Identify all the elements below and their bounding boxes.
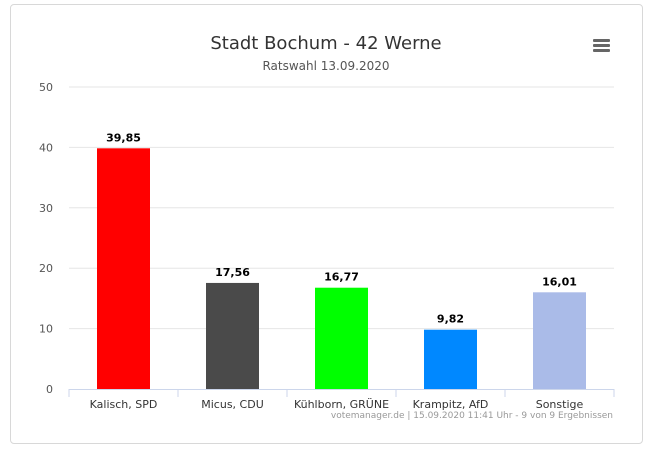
x-axis: Kalisch, SPD Micus, CDU Kühlborn, GRÜNE Kra… [68,389,615,411]
y-tick-label: 10 [39,323,53,336]
chart-subtitle: Ratswahl 13.09.2020 [262,59,389,73]
x-category-label: Kalisch, SPD [90,398,158,411]
x-category-label: Krampitz, AfD [413,398,489,411]
bar[interactable] [206,282,259,389]
x-category-label: Sonstige [536,398,584,411]
data-label: 9,82 [437,313,464,326]
data-label: 16,01 [542,275,577,288]
bar[interactable] [97,148,150,389]
data-label: 17,56 [215,266,250,279]
data-label: 16,77 [324,271,359,284]
bar[interactable] [424,329,477,389]
chart-title: Stadt Bochum - 42 Werne [210,33,441,54]
y-tick-label: 30 [39,202,53,215]
grid-lines [69,86,614,330]
bar[interactable] [533,292,586,389]
credits-text[interactable]: votemanager.de | 15.09.2020 11:41 Uhr - … [331,411,613,421]
y-tick-label: 40 [39,141,53,154]
y-tick-label: 20 [39,262,53,275]
data-label: 39,85 [106,131,141,144]
x-category-label: Kühlborn, GRÜNE [294,398,389,411]
hamburger-menu-icon[interactable] [590,34,614,56]
y-axis: 0 10 20 30 40 50 [39,81,53,396]
bar-series: 39,85 17,56 16,77 9,82 16,01 [97,131,586,389]
x-category-label: Micus, CDU [201,398,264,411]
bar[interactable] [315,287,368,389]
y-tick-label: 0 [46,383,53,396]
y-tick-label: 50 [39,81,53,94]
